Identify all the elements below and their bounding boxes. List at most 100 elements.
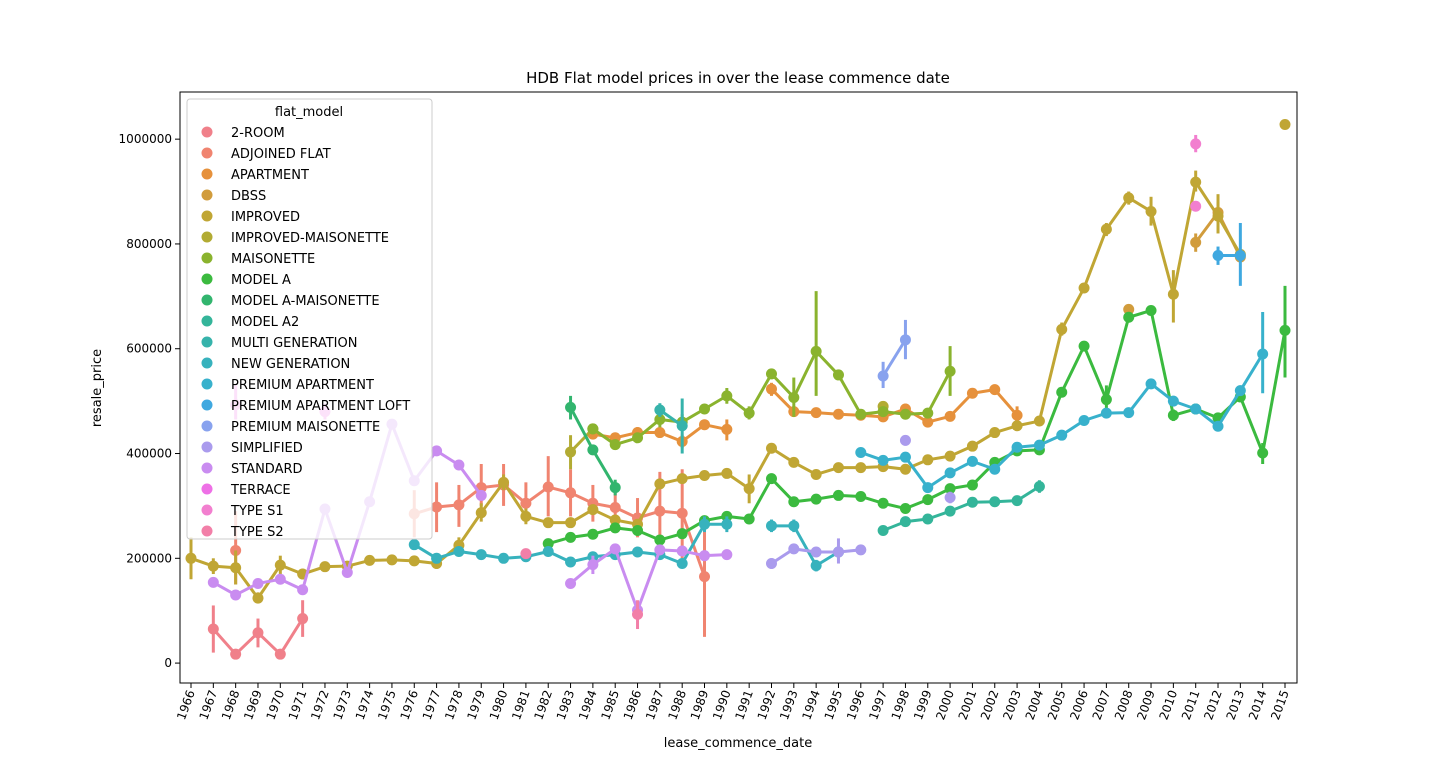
data-point bbox=[364, 554, 376, 566]
legend-label: MODEL A2 bbox=[231, 315, 299, 330]
data-point bbox=[855, 462, 867, 474]
data-point bbox=[1100, 223, 1112, 235]
data-point bbox=[207, 560, 219, 572]
data-point bbox=[810, 560, 822, 572]
legend-marker bbox=[201, 315, 213, 327]
chart-title: HDB Flat model prices in over the lease … bbox=[526, 69, 950, 87]
data-point bbox=[966, 387, 978, 399]
data-point bbox=[743, 483, 755, 495]
legend-marker bbox=[201, 189, 213, 201]
series-type-s2 bbox=[520, 548, 644, 630]
data-point bbox=[431, 445, 443, 457]
series-line bbox=[770, 388, 1019, 424]
y-tick-label: 400000 bbox=[126, 447, 172, 461]
data-point bbox=[475, 549, 487, 561]
data-point bbox=[230, 589, 242, 601]
x-tick-label: 2003 bbox=[1000, 688, 1024, 721]
data-point bbox=[408, 555, 420, 567]
data-point bbox=[609, 439, 621, 451]
data-point bbox=[699, 571, 711, 583]
data-point bbox=[989, 427, 1001, 439]
data-point bbox=[855, 490, 867, 502]
legend-label: TYPE S1 bbox=[230, 504, 284, 519]
data-point bbox=[297, 613, 309, 625]
data-point bbox=[788, 520, 800, 532]
x-tick-label: 1984 bbox=[576, 688, 600, 721]
data-point bbox=[252, 592, 264, 604]
data-point bbox=[944, 450, 956, 462]
data-point bbox=[1190, 138, 1202, 150]
data-point bbox=[453, 499, 465, 511]
series-new-generation bbox=[408, 516, 844, 572]
y-tick-label: 0 bbox=[164, 656, 172, 670]
data-point bbox=[475, 507, 487, 519]
legend-marker bbox=[201, 294, 213, 306]
legend-label: MODEL A bbox=[231, 273, 291, 288]
data-point bbox=[632, 546, 644, 558]
data-point bbox=[520, 497, 532, 509]
data-point bbox=[1212, 249, 1224, 261]
series-premium-maisonette bbox=[877, 319, 911, 389]
data-point bbox=[609, 522, 621, 534]
data-point bbox=[989, 384, 1001, 396]
data-point bbox=[944, 483, 956, 495]
data-point bbox=[587, 444, 599, 456]
y-tick-label: 600000 bbox=[126, 342, 172, 356]
data-point bbox=[1190, 176, 1202, 188]
data-point bbox=[1167, 409, 1179, 421]
data-point bbox=[1100, 394, 1112, 406]
data-point bbox=[989, 496, 1001, 508]
data-point bbox=[765, 383, 777, 395]
x-axis-label: lease_commence_date bbox=[664, 736, 812, 751]
data-point bbox=[609, 482, 621, 494]
data-point bbox=[408, 539, 420, 551]
legend-marker bbox=[201, 147, 213, 159]
data-point bbox=[832, 408, 844, 420]
data-point bbox=[453, 545, 465, 557]
data-point bbox=[899, 451, 911, 463]
data-point bbox=[587, 423, 599, 435]
data-point bbox=[654, 427, 666, 439]
data-point bbox=[1279, 324, 1291, 336]
legend-label: PREMIUM APARTMENT LOFT bbox=[231, 399, 410, 414]
data-point bbox=[922, 494, 934, 506]
x-tick-label: 2008 bbox=[1112, 688, 1136, 721]
x-tick-label: 1994 bbox=[799, 688, 823, 721]
data-point bbox=[274, 573, 286, 585]
data-point bbox=[520, 548, 532, 560]
x-tick-label: 1981 bbox=[509, 688, 533, 721]
x-tick-label: 1987 bbox=[643, 688, 667, 721]
data-point bbox=[1056, 429, 1068, 441]
data-point bbox=[810, 407, 822, 419]
data-point bbox=[877, 497, 889, 509]
data-point bbox=[1190, 403, 1202, 415]
x-axis: 1966196719681969197019711972197319741975… bbox=[174, 683, 1292, 722]
legend-label: DBSS bbox=[231, 189, 266, 204]
legend-label: STANDARD bbox=[231, 462, 303, 477]
data-point bbox=[1212, 210, 1224, 222]
data-point bbox=[632, 432, 644, 444]
legend-marker bbox=[201, 504, 213, 516]
data-point bbox=[765, 442, 777, 454]
data-point bbox=[654, 413, 666, 425]
data-point bbox=[207, 623, 219, 635]
legend-marker bbox=[201, 483, 213, 495]
x-tick-label: 1980 bbox=[487, 688, 511, 721]
data-point bbox=[587, 528, 599, 540]
data-point bbox=[966, 496, 978, 508]
x-tick-label: 1998 bbox=[889, 688, 913, 721]
data-point bbox=[1056, 323, 1068, 335]
series-model-a2 bbox=[877, 480, 1045, 537]
data-point bbox=[609, 514, 621, 526]
data-point bbox=[743, 513, 755, 525]
legend-marker bbox=[201, 210, 213, 222]
legend-marker bbox=[201, 420, 213, 432]
data-point bbox=[1078, 340, 1090, 352]
data-point bbox=[832, 546, 844, 558]
x-tick-label: 1979 bbox=[464, 688, 488, 721]
legend-label: TYPE S2 bbox=[230, 525, 284, 540]
data-point bbox=[252, 627, 264, 639]
data-point bbox=[1033, 439, 1045, 451]
data-point bbox=[654, 404, 666, 416]
